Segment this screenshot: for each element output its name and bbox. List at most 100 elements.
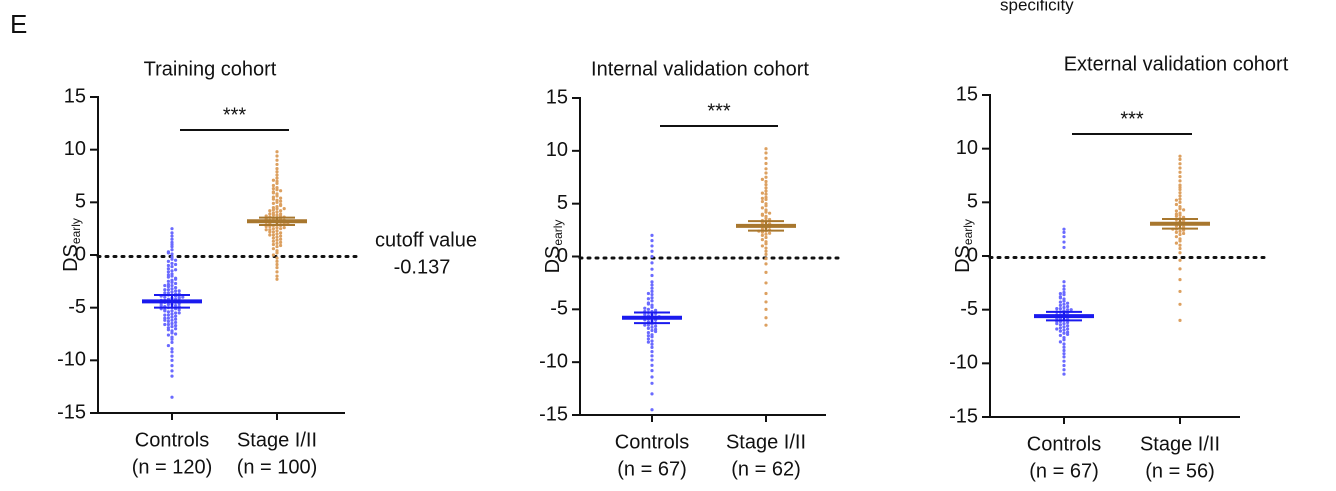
data-point bbox=[279, 209, 283, 213]
data-point bbox=[764, 262, 768, 266]
data-point bbox=[1066, 301, 1070, 305]
data-point bbox=[1178, 157, 1182, 161]
data-point bbox=[163, 295, 167, 299]
data-point bbox=[275, 232, 279, 236]
data-point bbox=[271, 227, 275, 231]
data-point bbox=[1062, 359, 1066, 363]
y-tick-label: 15 bbox=[64, 85, 86, 107]
data-point bbox=[650, 342, 654, 346]
data-point bbox=[174, 323, 178, 328]
data-point bbox=[170, 287, 174, 291]
data-point bbox=[760, 177, 765, 181]
data-point bbox=[1058, 323, 1062, 327]
data-point bbox=[650, 345, 654, 349]
data-point bbox=[1174, 212, 1178, 216]
y-tick-label: -5 bbox=[550, 298, 568, 320]
data-point bbox=[1062, 302, 1066, 306]
data-point bbox=[1058, 340, 1062, 344]
data-point bbox=[1058, 329, 1062, 333]
data-point bbox=[1174, 235, 1178, 239]
y-tick-label: -15 bbox=[949, 405, 978, 427]
y-tick-label: -15 bbox=[57, 401, 86, 423]
data-point bbox=[170, 337, 174, 341]
data-point bbox=[1062, 325, 1066, 329]
data-point bbox=[271, 236, 275, 240]
data-point bbox=[760, 191, 765, 195]
data-point bbox=[1066, 320, 1070, 325]
data-point bbox=[764, 291, 768, 296]
y-axis-label: DSearly bbox=[542, 220, 565, 274]
data-point bbox=[1062, 240, 1066, 244]
data-point bbox=[650, 292, 654, 297]
data-point bbox=[646, 340, 651, 344]
data-point bbox=[1062, 230, 1066, 234]
data-point bbox=[279, 240, 283, 244]
data-point bbox=[163, 316, 167, 320]
data-point bbox=[181, 295, 185, 299]
x-tick-note: (n = 100) bbox=[237, 456, 318, 478]
data-point bbox=[170, 354, 174, 358]
data-point bbox=[174, 268, 178, 272]
y-axis-label: DSearly bbox=[60, 218, 83, 272]
data-point bbox=[275, 181, 279, 185]
significance-label: *** bbox=[707, 100, 731, 122]
data-point bbox=[1178, 251, 1182, 255]
data-point bbox=[279, 196, 283, 200]
data-point bbox=[1174, 198, 1178, 202]
data-point bbox=[1178, 232, 1182, 237]
data-point bbox=[170, 312, 174, 316]
x-tick-label: Stage I/II bbox=[1140, 433, 1220, 455]
data-point bbox=[643, 323, 647, 327]
data-point bbox=[275, 229, 279, 233]
data-point bbox=[1178, 318, 1182, 322]
data-point bbox=[271, 191, 275, 195]
data-point bbox=[650, 254, 654, 259]
x-tick-note: (n = 120) bbox=[132, 456, 213, 478]
data-point bbox=[1055, 327, 1059, 331]
data-point bbox=[654, 324, 658, 328]
data-point bbox=[1062, 245, 1066, 250]
y-tick-label: 0 bbox=[75, 243, 86, 265]
data-point bbox=[1062, 305, 1066, 310]
data-point bbox=[275, 207, 279, 211]
data-point bbox=[764, 192, 768, 196]
data-point bbox=[166, 259, 170, 263]
data-point bbox=[170, 340, 174, 345]
data-point bbox=[275, 226, 279, 230]
data-point bbox=[166, 273, 170, 277]
data-point bbox=[174, 332, 178, 336]
data-point bbox=[268, 212, 272, 216]
data-point bbox=[760, 233, 765, 237]
data-point bbox=[1178, 239, 1182, 243]
data-point bbox=[650, 267, 654, 271]
data-point bbox=[170, 237, 174, 241]
data-point bbox=[163, 309, 167, 313]
data-point bbox=[650, 369, 654, 373]
data-point bbox=[650, 339, 654, 343]
data-point bbox=[268, 209, 272, 213]
x-tick-label: Controls bbox=[135, 429, 209, 451]
y-tick-label: 0 bbox=[557, 245, 568, 267]
data-point bbox=[170, 274, 174, 278]
cutoff-value-label: -0.137 bbox=[394, 257, 451, 279]
data-point bbox=[764, 281, 768, 285]
data-point bbox=[1058, 300, 1062, 304]
data-point bbox=[1062, 342, 1066, 346]
data-point bbox=[760, 213, 765, 217]
data-point bbox=[275, 188, 279, 192]
data-point bbox=[279, 189, 283, 193]
data-point bbox=[275, 173, 279, 177]
data-point bbox=[764, 252, 768, 256]
y-tick-label: -10 bbox=[57, 349, 86, 371]
data-point bbox=[1062, 348, 1066, 353]
data-point bbox=[1178, 179, 1182, 183]
data-point bbox=[764, 257, 768, 261]
data-point bbox=[1178, 200, 1182, 204]
data-point bbox=[271, 183, 275, 188]
data-point bbox=[1178, 213, 1182, 217]
y-tick-label: 15 bbox=[546, 86, 568, 108]
data-point bbox=[764, 167, 768, 171]
data-point bbox=[282, 226, 286, 230]
data-point bbox=[163, 322, 167, 327]
data-point bbox=[166, 313, 170, 317]
